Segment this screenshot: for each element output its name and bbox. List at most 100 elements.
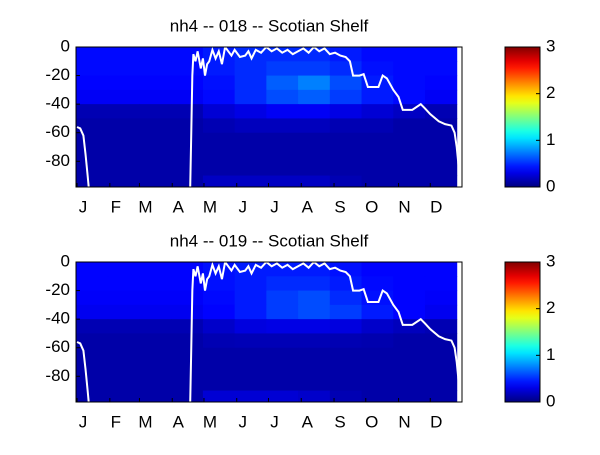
heat-cell — [107, 376, 140, 392]
heat-cell — [171, 290, 204, 306]
heat-cell — [76, 147, 109, 162]
colorbar-tick-label: 2 — [546, 298, 555, 317]
x-tick-label: S — [334, 197, 345, 216]
heat-cell — [76, 304, 109, 320]
heat-cell — [266, 362, 299, 377]
heat-cell — [76, 132, 109, 148]
heat-cell — [202, 362, 236, 377]
x-tick-label: M — [203, 197, 217, 216]
y-tick-label: -40 — [45, 309, 70, 328]
heat-cell — [139, 61, 172, 77]
heat-cell — [107, 304, 140, 320]
x-tick-label: J — [270, 197, 279, 216]
y-tick-label: -60 — [45, 122, 70, 141]
plot-frame — [75, 46, 463, 188]
heat-cell — [393, 161, 426, 177]
heat-cell — [76, 362, 109, 377]
heat-cell — [361, 276, 394, 292]
y-tick-label: -40 — [45, 94, 70, 113]
x-tick-label: A — [302, 197, 314, 216]
x-tick-label: O — [365, 197, 378, 216]
heat-cell — [298, 376, 331, 392]
heat-cell — [202, 376, 236, 392]
heat-cell — [139, 161, 172, 177]
x-tick-label: J — [79, 412, 88, 431]
heat-cell — [234, 132, 267, 148]
heat-cell — [171, 61, 204, 77]
heat-cell — [202, 61, 236, 77]
heat-cell — [107, 89, 140, 105]
heat-cell — [298, 276, 331, 292]
heat-cell — [329, 319, 363, 334]
heat-cell — [171, 304, 204, 320]
heat-cell — [266, 147, 299, 162]
chart-title: nh4 -- 019 -- Scotian Shelf — [170, 231, 369, 250]
heat-cell — [361, 161, 394, 177]
y-tick-label: -80 — [45, 366, 70, 385]
heat-cell — [329, 175, 363, 187]
heat-cell — [393, 262, 426, 277]
x-tick-label: M — [138, 412, 152, 431]
heat-cell — [171, 104, 204, 119]
heat-cell — [202, 132, 236, 148]
heat-cell — [329, 75, 363, 91]
x-tick-label: N — [398, 412, 410, 431]
heat-cell — [266, 376, 299, 392]
heat-cell — [361, 304, 394, 320]
heat-cell — [76, 118, 109, 134]
heat-cell — [76, 390, 109, 402]
heat-cell — [107, 61, 140, 77]
heat-cell — [329, 304, 363, 320]
heat-cell — [234, 347, 267, 363]
heat-cell — [298, 75, 331, 91]
x-tick-label: J — [270, 412, 279, 431]
heat-cell — [393, 89, 426, 105]
heat-cell — [266, 118, 299, 134]
heat-cell — [424, 319, 458, 334]
heat-cell — [393, 147, 426, 162]
heat-cell — [298, 319, 331, 334]
heat-cell — [329, 104, 363, 119]
heat-cell — [298, 333, 331, 349]
heat-cell — [424, 347, 458, 363]
heat-cell — [202, 290, 236, 306]
colorbar-tick-label: 0 — [546, 391, 555, 410]
heat-cell — [424, 290, 458, 306]
chart-title: nh4 -- 018 -- Scotian Shelf — [170, 16, 369, 35]
heat-cell — [107, 118, 140, 134]
heat-cell — [329, 333, 363, 349]
heat-cell — [424, 132, 458, 148]
x-tick-label: F — [111, 412, 121, 431]
heat-cell — [234, 276, 267, 292]
heat-cell — [393, 347, 426, 363]
heat-cell — [107, 262, 140, 277]
x-tick-label: A — [173, 412, 185, 431]
heat-cell — [234, 75, 267, 91]
heat-cell — [171, 276, 204, 292]
heat-cell — [139, 89, 172, 105]
heat-cell — [361, 175, 394, 187]
heat-cell — [424, 104, 458, 119]
x-tick-label: D — [430, 197, 442, 216]
heat-cell — [329, 147, 363, 162]
heat-cell — [266, 290, 299, 306]
heat-cell — [361, 132, 394, 148]
heat-cell — [424, 390, 458, 402]
colorbar-tick-label: 3 — [546, 36, 555, 55]
y-tick-label: -20 — [45, 280, 70, 299]
heat-cell — [424, 147, 458, 162]
x-tick-label: M — [203, 412, 217, 431]
heat-cell — [139, 262, 172, 277]
heat-cell — [139, 118, 172, 134]
plot-frame — [75, 261, 463, 403]
heat-cell — [107, 290, 140, 306]
depth-line — [76, 341, 90, 402]
heat-cell — [298, 61, 331, 77]
heat-cell — [171, 319, 204, 334]
heat-cell — [393, 47, 426, 62]
depth-line — [189, 47, 461, 187]
heat-cell — [139, 376, 172, 392]
heat-cell — [329, 61, 363, 77]
heat-cell — [424, 161, 458, 177]
heat-cell — [76, 262, 109, 277]
